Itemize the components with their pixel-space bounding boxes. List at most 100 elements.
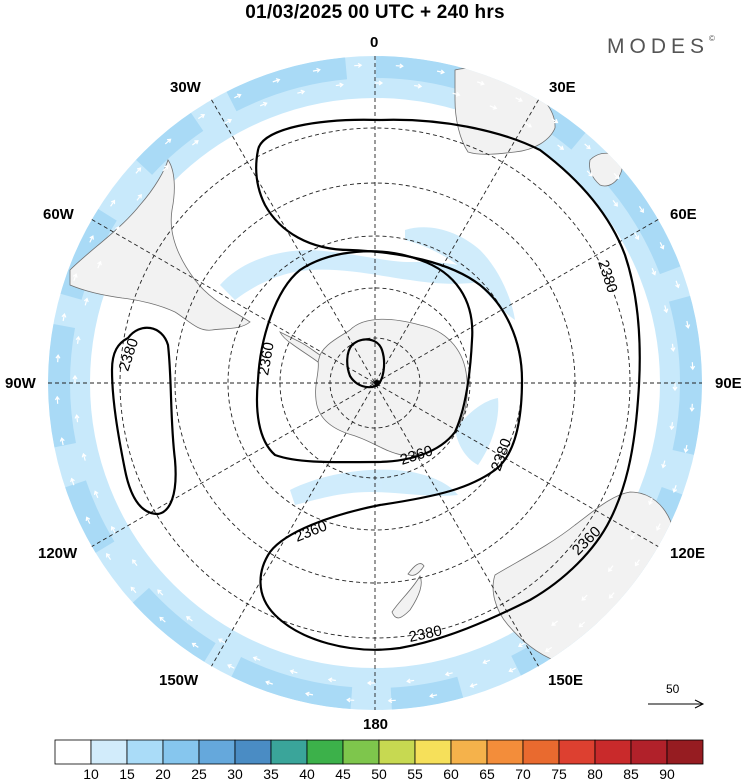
wind-arrow <box>672 485 678 493</box>
wind-arrow <box>489 105 498 110</box>
wind-arrow <box>452 91 461 97</box>
colorbar-tick-label: 15 <box>119 766 135 782</box>
colorbar-tick-label: 85 <box>623 766 639 782</box>
wind-arrow <box>670 343 676 352</box>
wind-arrow <box>218 638 226 644</box>
wind-arrow <box>354 62 363 68</box>
colorbar-tick-label: 10 <box>83 766 99 782</box>
lon-label-90w: 90W <box>5 375 36 392</box>
wind-arrow <box>55 354 61 363</box>
wind-arrow <box>136 193 142 201</box>
wind-arrow <box>648 497 653 506</box>
wind-arrow <box>630 532 636 540</box>
lon-label-120w: 120W <box>38 545 78 562</box>
colorbar-swatch <box>630 739 668 765</box>
antarctica <box>315 318 468 457</box>
wind-arrow <box>114 226 120 234</box>
wind-arrow <box>436 69 445 75</box>
contour-2360-inner <box>255 250 474 464</box>
wind-arrow <box>93 490 99 499</box>
colorbar-tick-label: 20 <box>155 766 171 782</box>
colorbar-swatch <box>450 739 488 765</box>
wind-arrow <box>672 383 678 392</box>
colorbar-tick-label: 70 <box>515 766 531 782</box>
wind-arrow <box>395 63 404 69</box>
colorbar-swatch <box>234 739 272 765</box>
wind-arrow <box>551 118 559 124</box>
wind-arrow <box>482 659 491 665</box>
lon-label-0: 0 <box>370 34 379 51</box>
colorbar-swatch <box>558 739 596 765</box>
wind-arrow <box>72 273 78 281</box>
wind-arrow <box>683 444 689 453</box>
wind-arrow <box>191 642 199 648</box>
wind-arrow <box>305 691 314 697</box>
colorbar-tick-label: 50 <box>371 766 387 782</box>
lon-label-60w: 60W <box>43 206 74 223</box>
wind-arrow <box>634 559 640 567</box>
contour-label: 2360 <box>255 341 278 377</box>
wind-arrow <box>429 693 438 699</box>
wind-arrow <box>690 362 696 371</box>
wind-arrow <box>638 205 644 214</box>
wind-arrow <box>61 313 67 322</box>
colorbar-tick-label: 25 <box>191 766 207 782</box>
wind-arrow <box>581 594 588 601</box>
wind-arrow <box>656 523 661 531</box>
new-zealand <box>391 575 422 619</box>
wind-arrow <box>651 267 657 276</box>
wind-arrow <box>130 586 137 594</box>
lon-label-150e: 150E <box>548 672 584 689</box>
wind-arrow <box>132 559 138 566</box>
africa <box>454 67 556 155</box>
lon-label-90e: 90E <box>715 375 742 392</box>
colorbar-swatch <box>54 739 92 765</box>
lon-label-150w: 150W <box>159 672 199 689</box>
wind-arrow <box>110 199 116 207</box>
wind-arrow <box>159 616 166 623</box>
wind-arrow <box>312 67 321 73</box>
wind-arrow <box>675 280 680 289</box>
antarctic-peninsula <box>279 331 321 363</box>
colorbar-swatch <box>486 739 524 765</box>
contour-label: 2380 <box>407 622 443 646</box>
contour-2380-outer <box>255 118 641 651</box>
wind-arrow <box>518 642 526 648</box>
wind-arrow <box>54 395 60 404</box>
wind-arrow <box>366 680 375 686</box>
wind-arrow <box>613 172 620 180</box>
wind-arrow <box>89 235 94 243</box>
south-pole-marker <box>374 380 380 386</box>
wind-arrow <box>557 144 565 150</box>
colorbar <box>54 739 704 765</box>
wind-arrow <box>234 93 242 99</box>
wind-arrow <box>508 667 516 673</box>
wind-arrow <box>477 80 485 86</box>
wind-arrow <box>469 683 478 688</box>
wind-arrow <box>197 114 206 120</box>
colorbar-swatch <box>594 739 632 765</box>
colorbar-tick-label: 60 <box>443 766 459 782</box>
lon-label-180: 180 <box>363 716 389 733</box>
colorbar-tick-label: 45 <box>335 766 351 782</box>
colorbar-swatch <box>198 739 236 765</box>
wind-arrow <box>586 170 593 177</box>
wind-arrow <box>259 101 268 107</box>
lon-label-30e: 30E <box>549 79 576 96</box>
wind-arrow <box>224 118 232 124</box>
wind-arrow <box>387 698 396 704</box>
wind-arrow <box>659 242 665 250</box>
colorbar-swatch <box>378 739 416 765</box>
wind-arrow <box>515 97 523 102</box>
colorbar-swatch <box>342 739 380 765</box>
colorbar-tick-label: 55 <box>407 766 423 782</box>
wind-arrow <box>265 680 273 686</box>
brand-logo: MODES© <box>607 34 715 58</box>
wind-arrow <box>72 374 78 383</box>
wind-vectors <box>54 62 696 704</box>
wind-arrow <box>327 677 336 683</box>
colorbar-tick-label: 80 <box>587 766 603 782</box>
wind-arrow <box>192 140 199 146</box>
wind-arrow <box>346 697 355 703</box>
